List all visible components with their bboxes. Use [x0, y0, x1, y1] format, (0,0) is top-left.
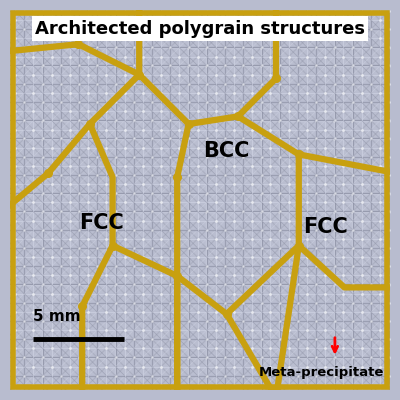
- Text: FCC: FCC: [79, 213, 124, 233]
- Text: BCC: BCC: [204, 141, 250, 160]
- Text: 5 mm: 5 mm: [33, 309, 80, 324]
- Text: FCC: FCC: [303, 217, 348, 236]
- Text: Architected polygrain structures: Architected polygrain structures: [35, 20, 365, 38]
- Text: Meta-precipitate: Meta-precipitate: [259, 366, 384, 379]
